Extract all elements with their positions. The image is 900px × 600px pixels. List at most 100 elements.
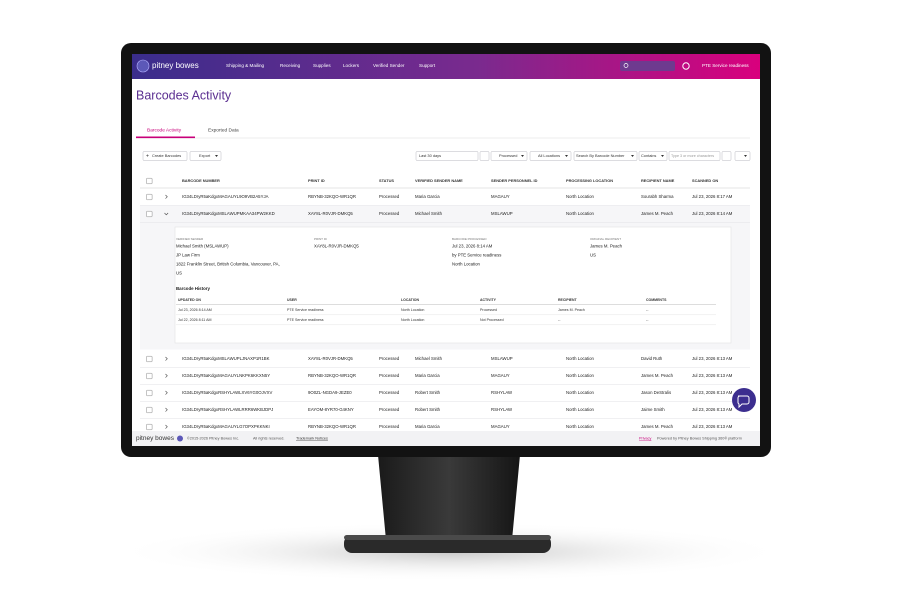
checkbox[interactable] (146, 389, 153, 397)
history-cell: James M. Peach (558, 308, 585, 312)
cell: Maria Garcia (415, 194, 440, 199)
page-title: Barcodes Activity (136, 88, 232, 102)
history-title: Barcode History (176, 286, 210, 291)
detail-value: North Location (452, 262, 481, 267)
columns-button[interactable] (734, 151, 751, 161)
checkbox[interactable] (146, 177, 153, 185)
search-field-select[interactable] (573, 151, 638, 161)
footer-logo-icon (177, 435, 183, 442)
checkbox[interactable] (146, 210, 153, 218)
date-input[interactable] (415, 151, 479, 161)
history-cell: North Location (401, 318, 424, 322)
rights: All rights reserved. (253, 437, 284, 441)
dropdown-arrow (744, 155, 747, 157)
settings-icon[interactable] (682, 62, 690, 70)
history-cell: -- (646, 318, 649, 322)
dropdown-arrow (661, 155, 664, 157)
nav-item[interactable]: Receiving (280, 63, 301, 68)
cell: IG34LDryR5aKdgxRSHYLAWLRRR6WKBJDPJ (182, 407, 273, 412)
expand-chevron[interactable] (165, 194, 168, 199)
export-button-label: Export (199, 153, 211, 158)
tab[interactable]: Barcode Activity (147, 127, 182, 133)
expand-chevron[interactable] (165, 390, 168, 395)
cell: IG34LDryR5aKdgxMSLAWUPMKAA34PW2KKD (182, 211, 275, 216)
search-box[interactable] (620, 61, 675, 71)
expand-chevron[interactable] (165, 356, 168, 361)
history-cell: Jul 22, 2026 8:11 AM (178, 318, 212, 322)
cell: Jul 23, 2026 8:13 AM (692, 390, 733, 395)
user-name[interactable]: PTE Service readiness (702, 63, 749, 68)
expand-chevron[interactable] (165, 407, 168, 412)
table: BARCODE NUMBER PRINT ID STATUS VERIFIED SEN… (140, 177, 750, 431)
expand-chevron[interactable] (164, 212, 169, 216)
nav-item[interactable]: Verified Sender (373, 63, 405, 68)
search-placeholder: Type 3 or more characters (671, 154, 714, 158)
cell: North Location (566, 211, 595, 216)
cell: RBYNB-32KQO-WR1QR (308, 194, 356, 199)
nav-item[interactable]: Support (419, 63, 436, 68)
checkbox[interactable] (146, 423, 153, 431)
expand-chevron[interactable] (165, 424, 168, 429)
column-header[interactable]: SCANNED ON (692, 178, 718, 183)
cell: Jaime Smith (641, 407, 665, 412)
cell: MAGAUY (491, 373, 510, 378)
status-filter[interactable] (490, 151, 528, 161)
history-header: LOCATION (401, 298, 419, 302)
detail-value: JP Law Firm (176, 253, 200, 258)
cell: Jul 23, 2026 8:17 AM (692, 194, 733, 199)
column-header[interactable]: VERIFIED SENDER NAME (415, 178, 463, 183)
create-button[interactable] (142, 151, 188, 161)
checkbox[interactable] (146, 193, 153, 201)
history-header: COMMENTS (646, 298, 667, 302)
location-filter[interactable] (529, 151, 572, 161)
expand-chevron[interactable] (165, 373, 168, 378)
column-header[interactable]: RECIPIENT NAME (641, 178, 675, 183)
checkbox[interactable] (146, 355, 153, 363)
chat-button[interactable] (732, 388, 756, 412)
cell: James M. Peach (641, 211, 674, 216)
trademark-link[interactable]: Trademark Notices (296, 437, 328, 441)
tab[interactable]: Exported Data (208, 127, 239, 133)
logo-icon (136, 59, 150, 73)
search-button[interactable] (721, 151, 732, 161)
history-header: ACTIVITY (480, 298, 497, 302)
cell: Processed (379, 373, 400, 378)
cell: Robert Smith (415, 390, 441, 395)
detail-value: James M. Peach (590, 244, 623, 249)
history-header: UPDATED ON (178, 298, 201, 302)
cell: Jul 23, 2026 8:13 AM (692, 373, 733, 378)
cell: Jul 23, 2026 8:13 AM (692, 356, 733, 361)
match-select[interactable] (638, 151, 668, 161)
calendar-button[interactable] (479, 151, 490, 161)
details-panel (174, 226, 732, 344)
column-header[interactable]: STATUS (379, 178, 394, 183)
privacy-link[interactable]: Privacy (639, 437, 652, 441)
nav-item[interactable]: Supplies (313, 63, 331, 68)
nav-item[interactable]: Lockers (343, 63, 360, 68)
cell: MSLAWUP (491, 356, 513, 361)
column-header[interactable]: PRINT ID (308, 178, 325, 183)
powered-by: Powered by Pitney Bowes Shipping 360® pl… (657, 437, 742, 441)
checkbox[interactable] (146, 406, 153, 414)
nav-item[interactable]: Shipping & Mailing (226, 63, 264, 68)
cell: MSLAWUP (491, 211, 513, 216)
footer-logo: pitney bowes (136, 435, 175, 442)
export-button[interactable] (189, 151, 222, 161)
detail-value: US (590, 253, 596, 258)
column-header[interactable]: BARCODE NUMBER (182, 178, 220, 183)
dropdown-arrow (215, 155, 218, 157)
column-header[interactable]: SENDER PERSONNEL ID (491, 178, 538, 183)
history-cell: -- (558, 318, 561, 322)
cell: Jul 23, 2026 8:13 AM (692, 407, 733, 412)
cell: XAY8L-R0VJR-DMKQ5 (308, 356, 353, 361)
search-input[interactable] (668, 151, 721, 161)
column-header[interactable]: PROCESSING LOCATION (566, 178, 613, 183)
checkbox[interactable] (146, 372, 153, 380)
cell: RBYNB-32KQO-WR1QR (308, 373, 356, 378)
footer (132, 431, 760, 446)
cell: David Ruth (641, 356, 663, 361)
cell: MAGAUY (491, 194, 510, 199)
cell: North Location (566, 194, 595, 199)
cell: IG34LDryR5aKdgxMSLAWUPLJNAXP1R1BK (182, 356, 270, 361)
create-button-label: Create Barcodes (152, 153, 181, 158)
